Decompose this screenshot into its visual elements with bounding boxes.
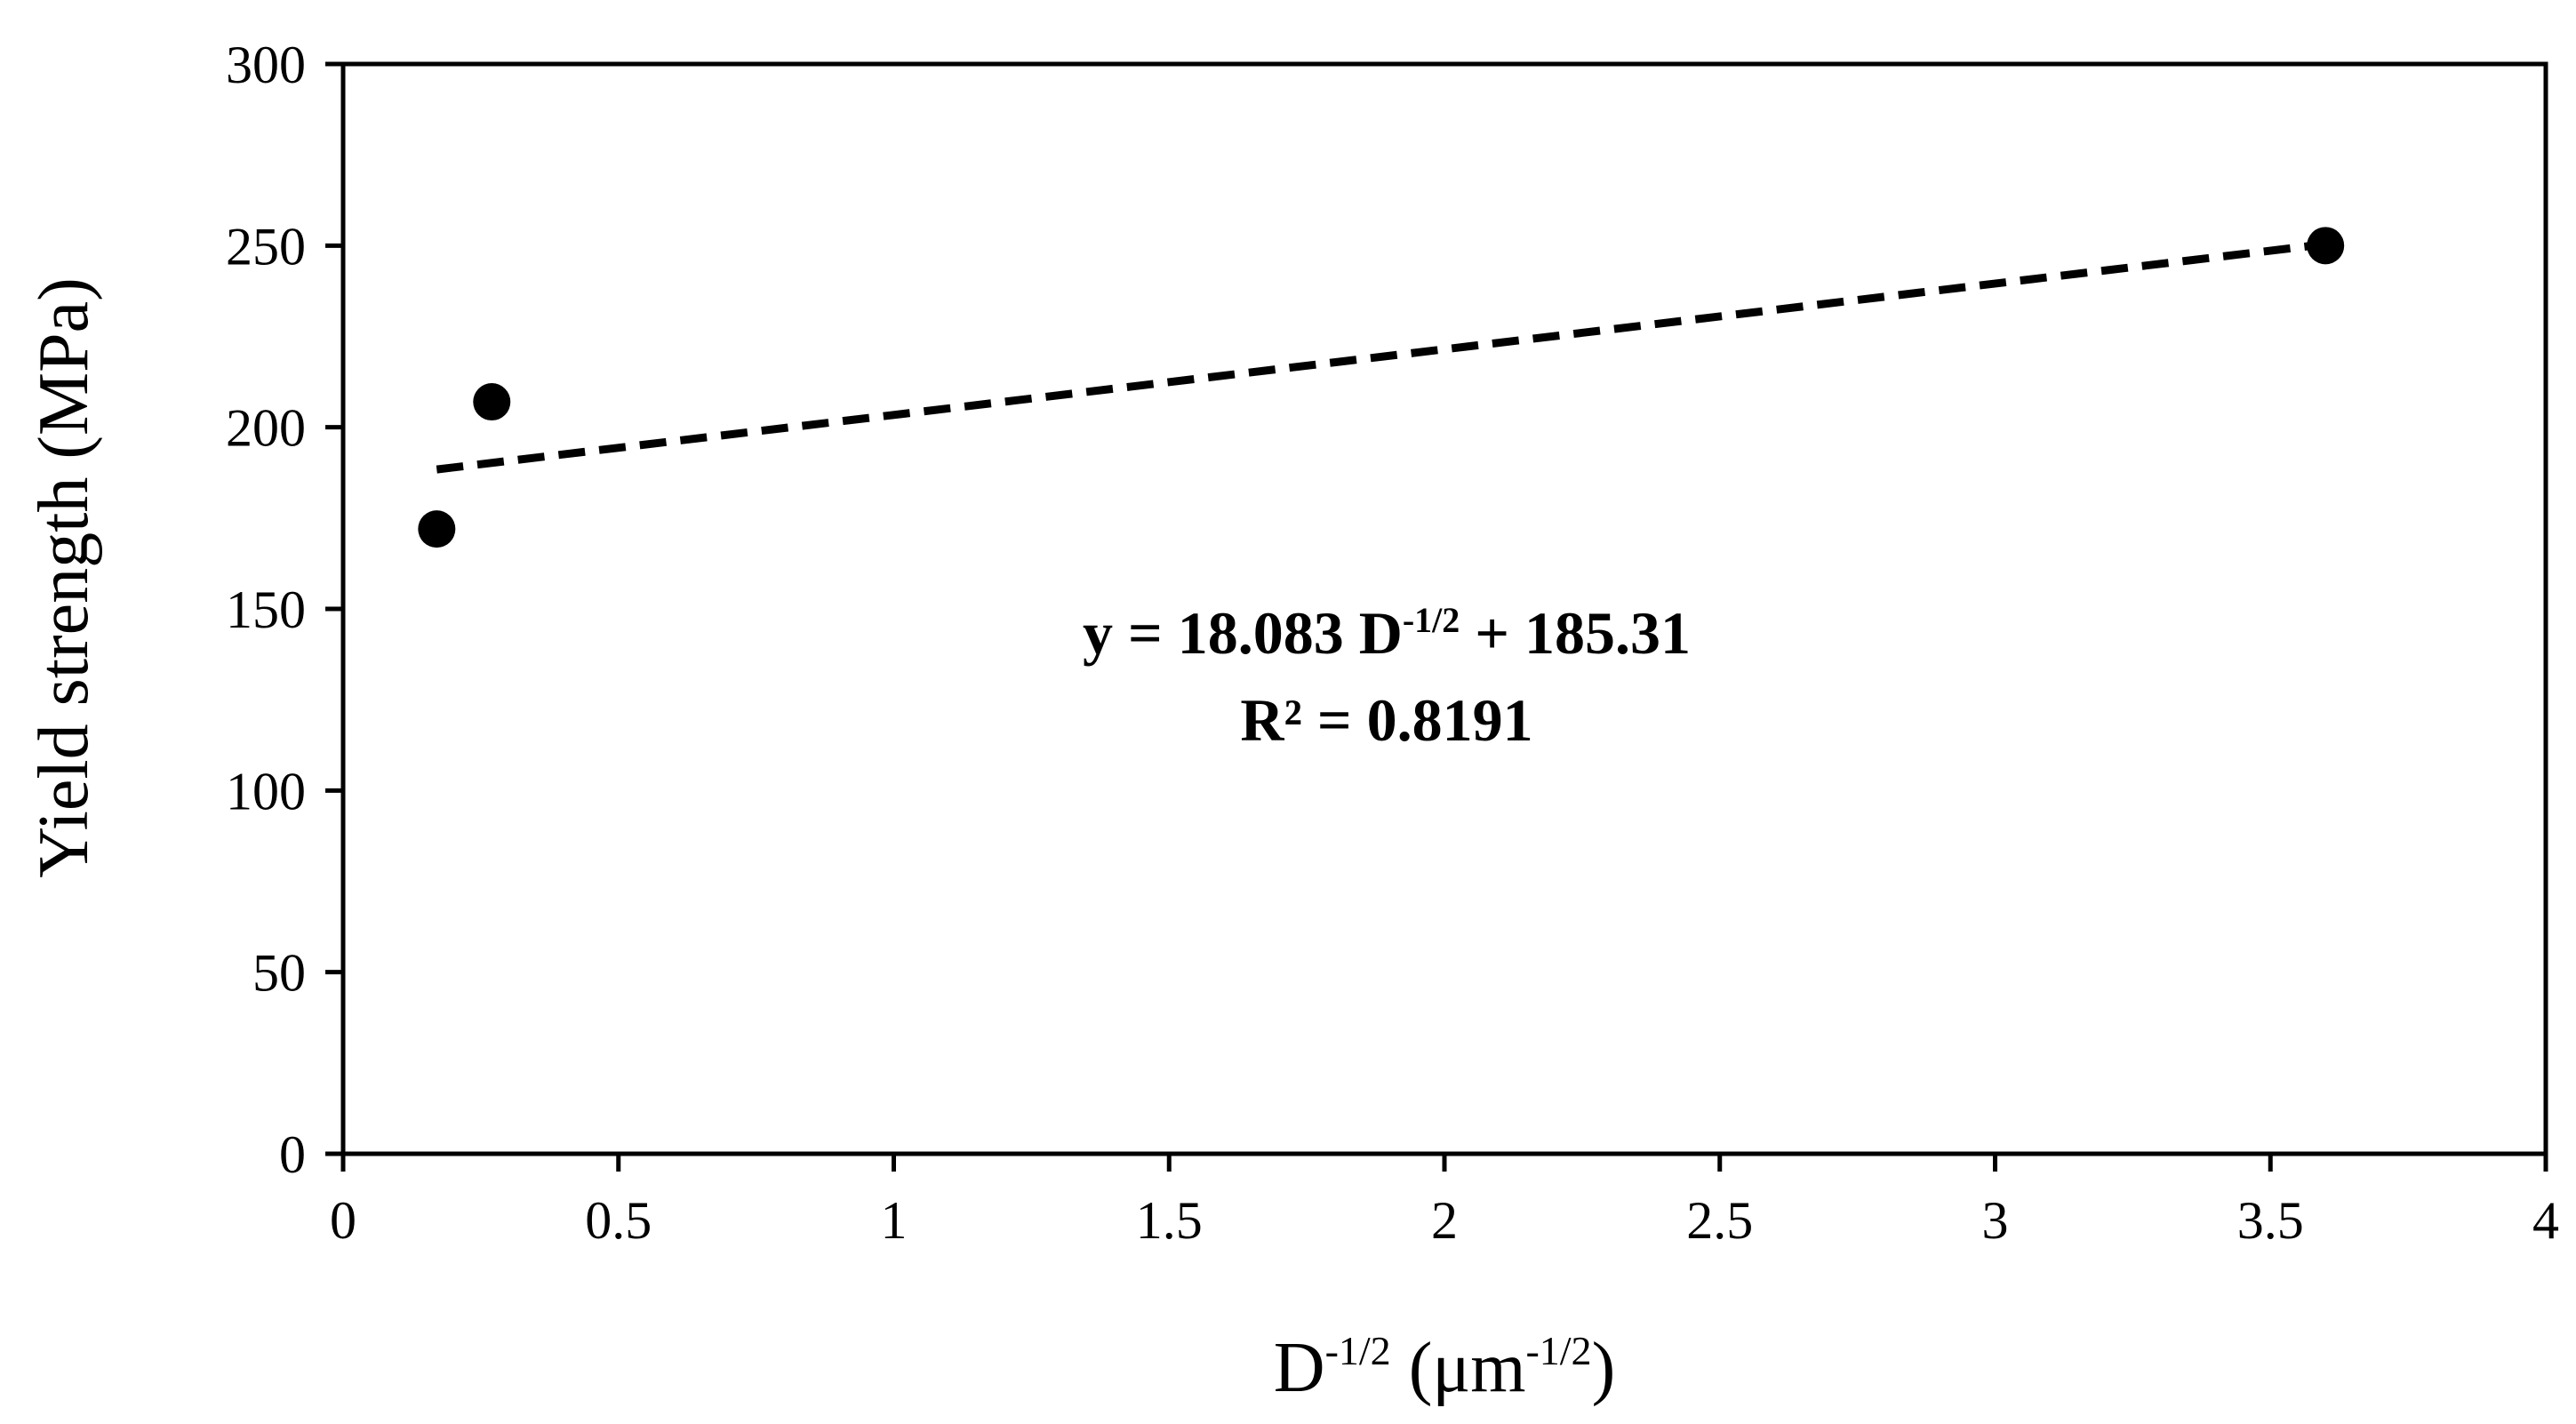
x-tick-label: 2 <box>1431 1191 1458 1250</box>
y-tick-label: 250 <box>226 217 306 276</box>
trendline-equation: y = 18.083 D-1/2 + 185.31 <box>1083 599 1691 667</box>
data-point <box>2307 227 2345 265</box>
x-tick-label: 0 <box>330 1191 356 1250</box>
equation-suffix: + 185.31 <box>1460 599 1691 667</box>
data-point <box>418 510 456 548</box>
x-axis-title: D-1/2 (μm-1/2) <box>1274 1328 1615 1407</box>
y-tick-label: 0 <box>279 1125 306 1184</box>
x-axis-ticks: 0 0.5 1 1.5 2 2.5 3 3.5 4 <box>330 1154 2559 1250</box>
x-tick-label: 1.5 <box>1136 1191 1203 1250</box>
x-tick-label: 1 <box>881 1191 908 1250</box>
x-tick-label: 2.5 <box>1686 1191 1753 1250</box>
x-axis-title-unit-close: ) <box>1592 1329 1616 1407</box>
equation-prefix: y = 18.083 D <box>1083 599 1403 667</box>
r-squared-label: R² = 0.8191 <box>1240 686 1532 754</box>
trendline <box>436 240 2326 474</box>
y-tick-label: 200 <box>226 399 306 458</box>
y-axis-ticks: 0 50 100 150 200 250 300 <box>226 36 343 1184</box>
x-axis-title-unit-open: (μm <box>1391 1329 1526 1407</box>
x-tick-label: 4 <box>2532 1191 2559 1250</box>
x-axis-title-base: D <box>1274 1329 1325 1407</box>
x-tick-label: 3 <box>1982 1191 2009 1250</box>
y-tick-label: 150 <box>226 580 306 639</box>
x-axis-title-sup: -1/2 <box>1325 1328 1391 1373</box>
y-axis-title: Yield strength (MPa) <box>25 277 103 877</box>
data-points <box>418 227 2345 548</box>
y-tick-label: 300 <box>226 36 306 94</box>
equation-sup: -1/2 <box>1403 600 1460 640</box>
y-tick-label: 100 <box>226 762 306 820</box>
x-tick-label: 3.5 <box>2237 1191 2304 1250</box>
x-tick-label: 0.5 <box>585 1191 652 1250</box>
data-point <box>473 383 511 421</box>
y-tick-label: 50 <box>252 944 306 1003</box>
x-axis-title-unit-sup: -1/2 <box>1525 1328 1591 1373</box>
